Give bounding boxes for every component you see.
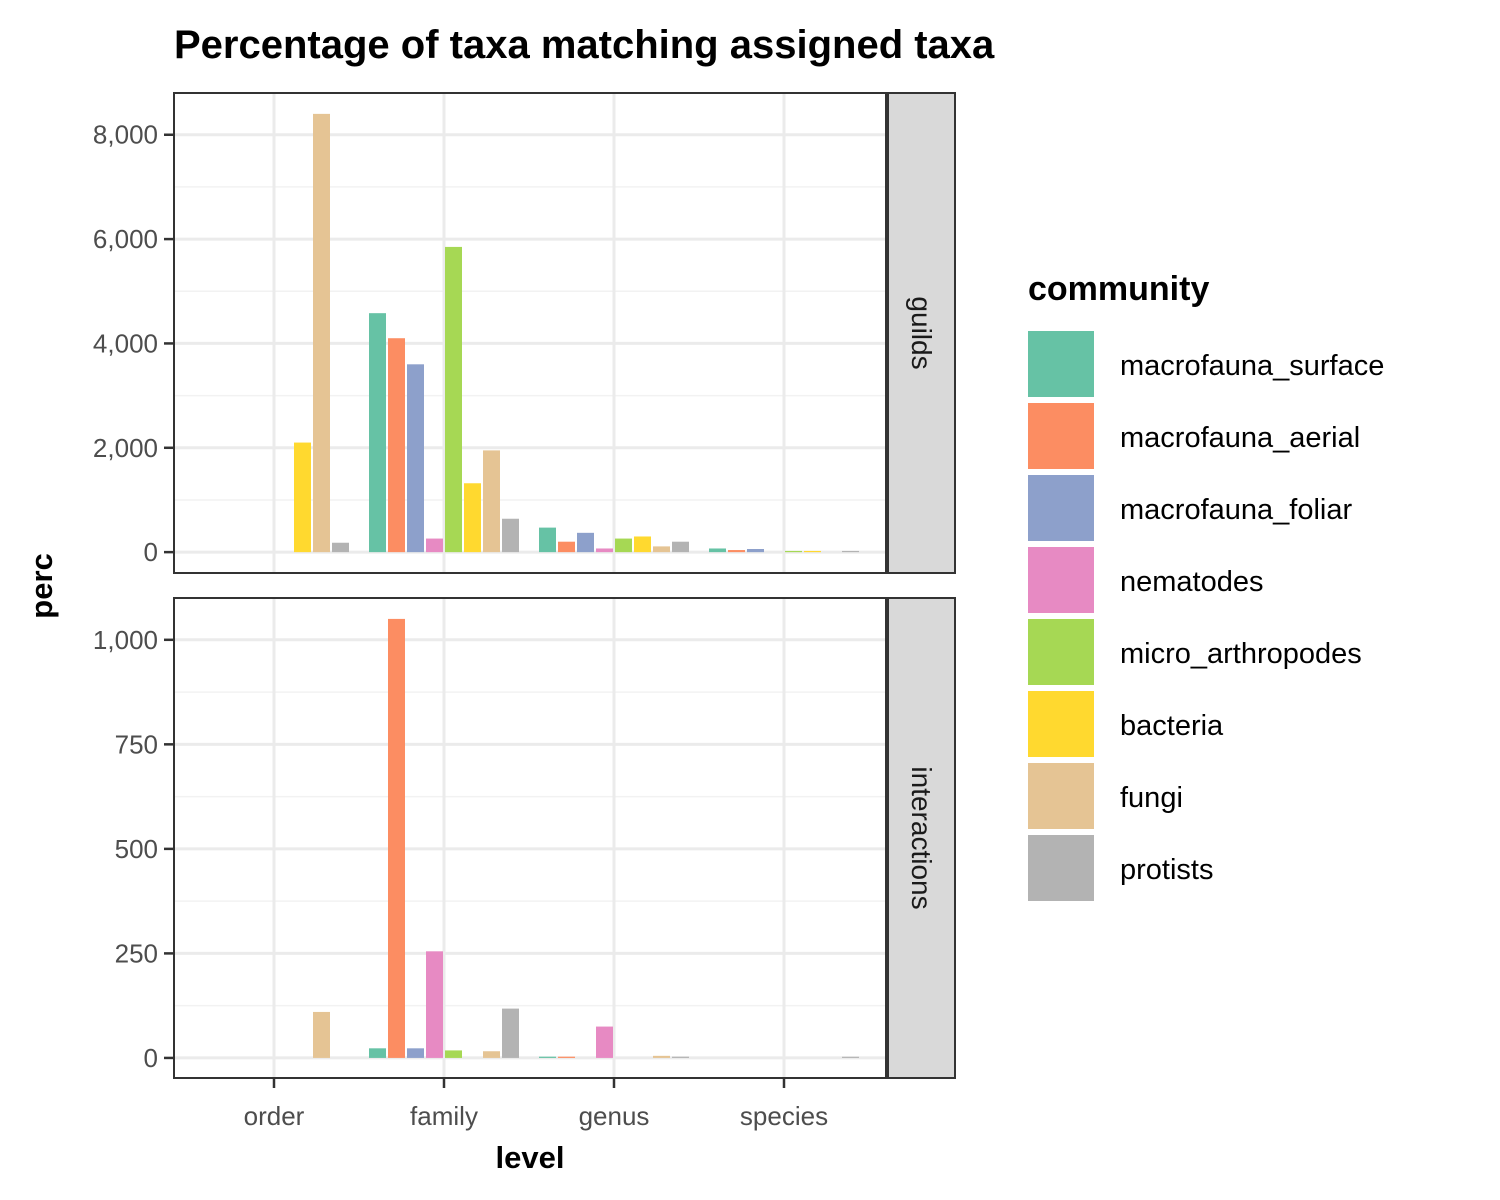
legend-item-protists: protists xyxy=(1028,835,1213,901)
bar-guilds-genus-nematodes xyxy=(596,548,613,553)
bar-guilds-family-macrofauna_foliar xyxy=(407,364,424,553)
bar-guilds-genus-macrofauna_foliar xyxy=(577,532,594,553)
y-axis-title: perc xyxy=(24,553,59,618)
facet-strip-label: guilds xyxy=(906,296,937,369)
bar-interactions-species-protists xyxy=(842,1056,859,1058)
legend-label: fungi xyxy=(1120,782,1183,814)
bar-interactions-family-macrofauna_surface xyxy=(369,1048,386,1058)
panel-guilds: 0 2,000 4,000 6,000 8,000 guilds xyxy=(93,92,956,574)
bar-guilds-genus-fungi xyxy=(653,546,670,553)
bar-interactions-family-macrofauna_aerial xyxy=(388,618,405,1058)
legend-swatch xyxy=(1028,547,1094,613)
bar-guilds-family-macrofauna_aerial xyxy=(388,338,405,553)
bar-guilds-genus-bacteria xyxy=(634,536,651,553)
legend-swatch xyxy=(1028,691,1094,757)
bar-interactions-genus-fungi xyxy=(653,1055,670,1058)
bar-guilds-family-nematodes xyxy=(426,538,443,553)
legend-label: micro_arthropodes xyxy=(1120,638,1362,670)
plot-panels: 0 2,000 4,000 6,000 8,000 guilds 0 250 500 750 1,0… xyxy=(93,92,956,1131)
panel-border xyxy=(173,92,887,574)
bar-guilds-family-micro_arthropodes xyxy=(445,246,462,553)
bar-guilds-family-macrofauna_surface xyxy=(369,313,386,553)
legend-item-fungi: fungi xyxy=(1028,763,1183,829)
x-tick-label: species xyxy=(740,1101,828,1131)
legend-item-nematodes: nematodes xyxy=(1028,547,1264,613)
legend-label: protists xyxy=(1120,854,1213,886)
bar-guilds-family-bacteria xyxy=(464,483,481,553)
legend-label: macrofauna_foliar xyxy=(1120,494,1352,526)
x-axis: order family genus species xyxy=(244,1078,828,1131)
bar-interactions-family-nematodes xyxy=(426,951,443,1058)
bar-interactions-genus-macrofauna_aerial xyxy=(558,1056,575,1058)
panel-border xyxy=(173,597,887,1079)
x-tick-label: family xyxy=(410,1101,478,1131)
bar-guilds-genus-macrofauna_aerial xyxy=(558,541,575,553)
y-tick-label: 0 xyxy=(144,537,158,567)
y-tick-label: 250 xyxy=(115,938,158,968)
bar-guilds-genus-macrofauna_surface xyxy=(539,527,556,553)
y-tick-label: 500 xyxy=(115,834,158,864)
facet-strip-label: interactions xyxy=(906,766,937,909)
x-tick-label: order xyxy=(244,1101,305,1131)
bar-guilds-species-macrofauna_aerial xyxy=(728,550,745,553)
bar-interactions-genus-protists xyxy=(672,1056,689,1058)
legend-swatch xyxy=(1028,331,1094,397)
bar-guilds-species-micro_arthropodes xyxy=(785,550,802,553)
bar-guilds-species-macrofauna_surface xyxy=(709,548,726,553)
y-tick-label: 6,000 xyxy=(93,224,158,254)
legend-label: macrofauna_aerial xyxy=(1120,422,1360,454)
y-tick-label: 750 xyxy=(115,729,158,759)
bar-interactions-family-macrofauna_foliar xyxy=(407,1048,424,1058)
chart-title: Percentage of taxa matching assigned tax… xyxy=(174,23,995,67)
facet-strip xyxy=(887,597,956,1079)
y-tick-label: 2,000 xyxy=(93,433,158,463)
x-tick-label: genus xyxy=(579,1101,650,1131)
bar-interactions-family-micro_arthropodes xyxy=(445,1050,462,1058)
panel-background xyxy=(174,598,886,1078)
y-tick-label: 8,000 xyxy=(93,120,158,150)
bar-guilds-species-macrofauna_foliar xyxy=(747,549,764,553)
bar-interactions-genus-macrofauna_surface xyxy=(539,1056,556,1058)
facet-strip xyxy=(887,92,956,574)
bar-guilds-species-protists xyxy=(842,550,859,553)
legend-swatch xyxy=(1028,403,1094,469)
legend-swatch xyxy=(1028,763,1094,829)
bar-interactions-genus-nematodes xyxy=(596,1026,613,1058)
legend-label: macrofauna_surface xyxy=(1120,350,1384,382)
legend-swatch xyxy=(1028,835,1094,901)
legend-label: bacteria xyxy=(1120,710,1224,742)
bar-interactions-family-protists xyxy=(502,1008,519,1058)
bar-interactions-family-fungi xyxy=(483,1051,500,1058)
legend-item-macrofauna_surface: macrofauna_surface xyxy=(1028,331,1384,397)
bar-guilds-genus-micro_arthropodes xyxy=(615,538,632,553)
bar-guilds-genus-protists xyxy=(672,541,689,553)
legend-title: community xyxy=(1028,270,1209,308)
x-axis-title: level xyxy=(496,1140,565,1175)
bar-guilds-order-bacteria xyxy=(294,442,311,553)
panel-interactions: 0 250 500 750 1,000 interactions xyxy=(93,597,956,1079)
legend: community macrofauna_surface macrofauna_a… xyxy=(1028,270,1384,901)
bar-guilds-family-protists xyxy=(502,518,519,553)
y-tick-label: 0 xyxy=(144,1043,158,1073)
bar-guilds-family-fungi xyxy=(483,450,500,553)
y-tick-label: 1,000 xyxy=(93,625,158,655)
legend-swatch xyxy=(1028,619,1094,685)
legend-item-macrofauna_foliar: macrofauna_foliar xyxy=(1028,475,1352,541)
legend-item-bacteria: bacteria xyxy=(1028,691,1224,757)
bar-guilds-order-fungi xyxy=(313,113,330,553)
bar-guilds-species-bacteria xyxy=(804,550,821,553)
legend-label: nematodes xyxy=(1120,566,1264,598)
legend-item-micro_arthropodes: micro_arthropodes xyxy=(1028,619,1362,685)
bar-guilds-order-protists xyxy=(332,542,349,553)
bar-interactions-order-fungi xyxy=(313,1011,330,1058)
legend-swatch xyxy=(1028,475,1094,541)
y-tick-label: 4,000 xyxy=(93,328,158,358)
panel-background xyxy=(174,93,886,573)
legend-item-macrofauna_aerial: macrofauna_aerial xyxy=(1028,403,1360,469)
